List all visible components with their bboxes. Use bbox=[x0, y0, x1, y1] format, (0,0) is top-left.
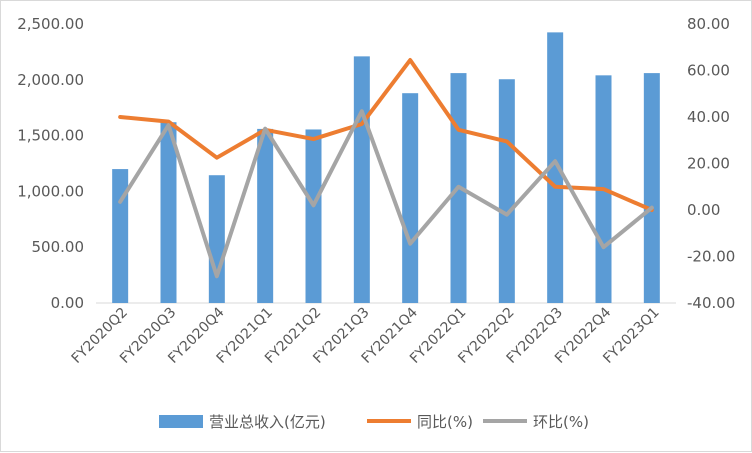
right-axis-tick-label: 0.00 bbox=[687, 201, 720, 219]
right-axis-tick-label: 60.00 bbox=[687, 62, 730, 80]
line-series-1 bbox=[118, 58, 654, 212]
right-axis-tick-label: -40.00 bbox=[687, 294, 735, 312]
bar-FY2020Q4 bbox=[208, 175, 225, 303]
bar-FY2020Q2 bbox=[112, 169, 129, 303]
right-axis-tick-label: 40.00 bbox=[687, 108, 730, 126]
bar-FY2023Q1 bbox=[643, 73, 660, 303]
bar-FY2021Q1 bbox=[257, 128, 274, 303]
left-axis-tick-label: 2,500.00 bbox=[17, 15, 84, 33]
left-axis-tick-label: 500.00 bbox=[32, 238, 85, 256]
bar-FY2022Q2 bbox=[498, 79, 515, 303]
bar-FY2021Q2 bbox=[305, 129, 322, 303]
bar-FY2020Q3 bbox=[160, 122, 177, 303]
bar-FY2022Q3 bbox=[547, 32, 564, 304]
right-axis-tick-label: 20.00 bbox=[687, 155, 730, 173]
line-series-2 bbox=[118, 109, 654, 279]
left-axis-tick-label: 1,000.00 bbox=[17, 182, 84, 200]
legend-label: 同比(%) bbox=[417, 413, 473, 431]
left-axis-tick-label: 1,500.00 bbox=[17, 127, 84, 145]
left-axis-tick-label: 2,000.00 bbox=[17, 71, 84, 89]
legend-label: 营业总收入(亿元) bbox=[209, 413, 326, 431]
bar-FY2021Q4 bbox=[402, 93, 419, 303]
legend-label: 环比(%) bbox=[533, 413, 589, 431]
right-axis-tick-label: -20.00 bbox=[687, 248, 735, 266]
left-axis-tick-label: 0.00 bbox=[51, 294, 84, 312]
right-axis-tick-label: 80.00 bbox=[687, 15, 730, 33]
bar-FY2021Q3 bbox=[353, 56, 370, 303]
legend-swatch-bar bbox=[159, 415, 203, 428]
